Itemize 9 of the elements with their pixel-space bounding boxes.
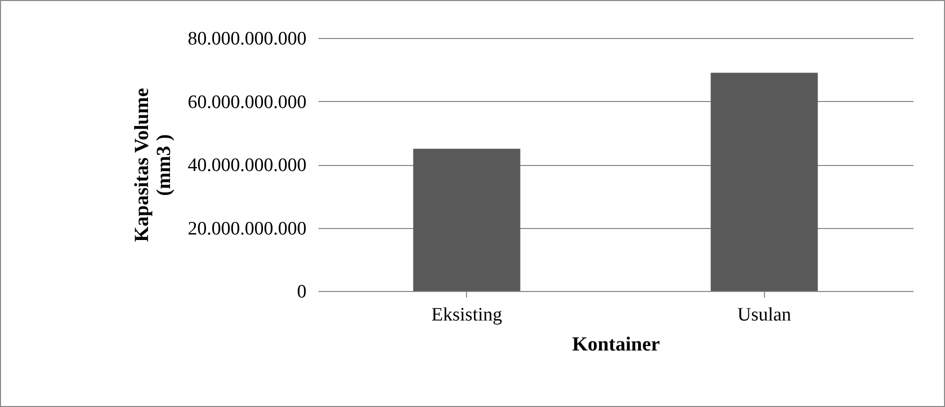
y-tick-label: 0 xyxy=(297,282,306,302)
x-axis-title: Kontainer xyxy=(572,334,660,356)
y-tick-label: 60.000.000.000 xyxy=(188,92,306,113)
y-tick-label: 40.000.000.000 xyxy=(188,155,306,176)
y-tick-label: 80.000.000.000 xyxy=(188,28,306,50)
y-axis-title: Kapasitas Volume (mm3 ) xyxy=(130,88,175,242)
y-tick-label: 20.000.000.000 xyxy=(188,218,306,240)
x-tick-label: Usulan xyxy=(737,304,792,326)
x-tick-label: Eksisting xyxy=(431,304,503,326)
